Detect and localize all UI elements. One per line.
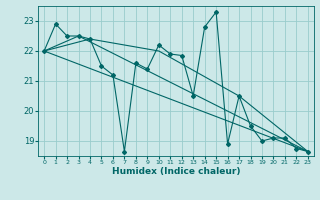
X-axis label: Humidex (Indice chaleur): Humidex (Indice chaleur) xyxy=(112,167,240,176)
